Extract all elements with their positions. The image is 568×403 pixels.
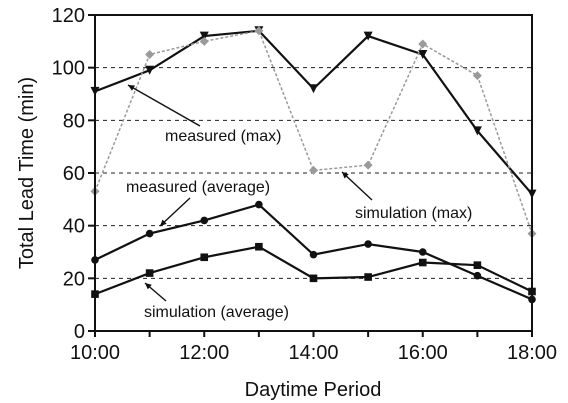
x-tick-label: 12:00: [179, 342, 229, 364]
x-tick-label: 10:00: [70, 342, 120, 364]
x-axis-label: Daytime Period: [245, 379, 382, 401]
data-point: [200, 253, 209, 262]
data-point: [145, 229, 154, 238]
data-point: [473, 261, 482, 269]
data-point: [472, 71, 482, 81]
data-point: [199, 31, 209, 41]
y-tick-label: 0: [74, 321, 85, 343]
data-point: [309, 84, 318, 94]
y-tick-label: 60: [63, 163, 85, 185]
x-tick-label: 14:00: [288, 342, 338, 364]
annotation-label: simulation (average): [144, 304, 289, 321]
annotation-arrowhead: [342, 172, 349, 179]
series-line: [94, 29, 533, 234]
data-point: [418, 50, 428, 59]
data-point: [472, 126, 482, 136]
y-tick-label: 80: [63, 110, 85, 132]
data-point: [363, 31, 373, 41]
annotation-arrowhead: [128, 85, 135, 91]
annotation-label: simulation (max): [355, 205, 472, 222]
annotation-arrowhead: [160, 219, 167, 226]
data-point: [145, 269, 154, 277]
y-axis-label: Total Lead Time (min): [16, 77, 38, 269]
data-point: [309, 165, 318, 175]
annotation-leader: [341, 171, 373, 201]
data-point: [364, 273, 372, 281]
data-point: [255, 242, 263, 251]
data-point: [473, 271, 482, 280]
data-point: [418, 248, 427, 256]
data-point: [364, 240, 372, 248]
annotation-label: measured (max): [165, 128, 281, 145]
data-point: [254, 26, 264, 36]
data-point: [418, 258, 427, 267]
data-point: [200, 216, 209, 225]
annotation-label: measured (average): [126, 179, 270, 196]
axis-ticks: 0 20 40 60 80 100 120 10:00 12:00 14:00 16:00 18:00: [52, 5, 557, 364]
y-tick-label: 100: [52, 58, 85, 80]
annotation-leader: [159, 197, 191, 227]
data-point: [145, 50, 155, 59]
data-point: [363, 160, 373, 170]
series-measured-average: [91, 200, 536, 304]
y-tick-label: 120: [52, 5, 85, 27]
y-tick-label: 40: [63, 216, 85, 238]
data-point: [418, 39, 428, 49]
x-tick-label: 16:00: [398, 342, 448, 364]
data-point: [309, 250, 318, 259]
x-tick-label: 18:00: [507, 342, 557, 364]
annotation-arrowhead: [145, 283, 152, 290]
annotation-leader: [127, 84, 201, 127]
data-point: [145, 65, 155, 75]
y-tick-label: 20: [63, 268, 85, 290]
data-point: [309, 274, 318, 283]
data-point: [199, 36, 209, 46]
data-point: [255, 200, 263, 209]
annotations: measured (max) measured (average) simulati…: [124, 84, 475, 324]
